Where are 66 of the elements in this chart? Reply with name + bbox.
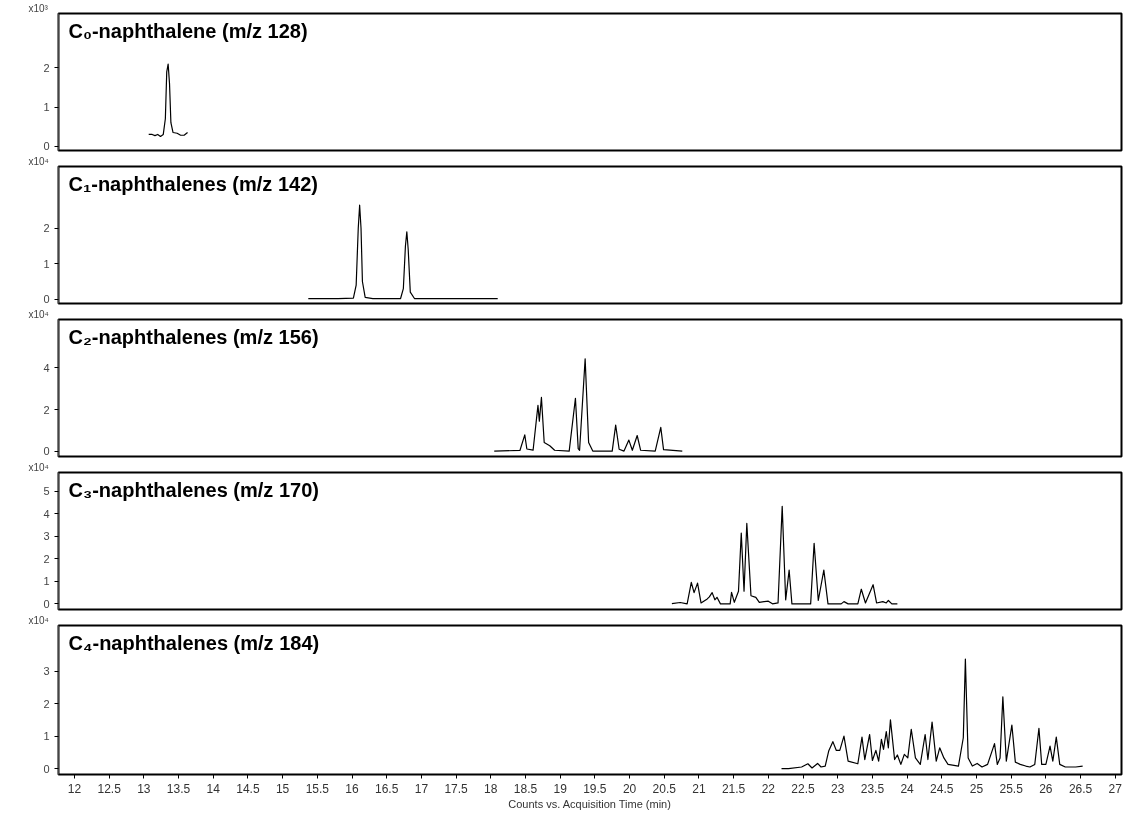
x-tick-label: 16 bbox=[345, 781, 359, 796]
y-tick-label: 0 bbox=[43, 597, 50, 610]
x-tick-label: 13.5 bbox=[166, 781, 191, 796]
y-tick-label: 4 bbox=[43, 361, 50, 374]
x-tick-label: 20 bbox=[622, 781, 637, 796]
y-tick-label: 2 bbox=[43, 697, 50, 710]
x-tick-label: 17 bbox=[414, 781, 429, 796]
x-tick-label: 18.5 bbox=[513, 781, 538, 796]
x-tick-label: 26.5 bbox=[1068, 781, 1093, 796]
x-tick-label: 18 bbox=[484, 781, 498, 796]
x-tick-label: 15 bbox=[275, 781, 290, 796]
y-axis-title: x10⁴ bbox=[28, 308, 49, 320]
x-tick-label: 25 bbox=[969, 781, 984, 796]
x-tick-label: 19.5 bbox=[583, 781, 607, 796]
y-tick-label: 3 bbox=[43, 530, 50, 543]
y-tick-label: 1 bbox=[43, 575, 50, 588]
y-axis-title: x10³ bbox=[28, 2, 49, 14]
x-tick-label: 16.5 bbox=[375, 781, 399, 796]
x-axis-title: Counts vs. Acquisition Time (min) bbox=[508, 797, 671, 810]
y-tick-label: 0 bbox=[43, 293, 50, 306]
y-tick-label: 1 bbox=[43, 101, 50, 114]
x-tick-label: 24.5 bbox=[930, 781, 954, 796]
y-tick-label: 0 bbox=[43, 762, 50, 775]
y-axis-title: x10⁴ bbox=[28, 461, 49, 473]
x-tick-label: 24 bbox=[900, 781, 915, 796]
chart-title: C₄-naphthalenes (m/z 184) bbox=[68, 631, 320, 654]
x-tick-label: 23 bbox=[831, 781, 845, 796]
y-tick-label: 0 bbox=[43, 140, 50, 153]
line-series bbox=[493, 358, 683, 452]
x-tick-label: 21.5 bbox=[721, 781, 746, 796]
x-tick-label: 21 bbox=[692, 781, 706, 796]
chart-title: C₃-naphthalenes (m/z 170) bbox=[68, 478, 319, 501]
x-tick-label: 12.5 bbox=[97, 781, 122, 796]
x-tick-label: 23.5 bbox=[860, 781, 885, 796]
x-tick-label: 12 bbox=[67, 781, 82, 796]
x-tick-label: 22 bbox=[761, 781, 776, 796]
x-tick-label: 19 bbox=[553, 781, 568, 796]
x-tick-label: 26 bbox=[1039, 781, 1053, 796]
chart-title: C₂-naphthalenes (m/z 156) bbox=[68, 325, 319, 348]
y-tick-label: 2 bbox=[43, 552, 50, 565]
y-tick-label: 5 bbox=[43, 485, 50, 498]
line-series bbox=[671, 505, 898, 605]
y-axis-title: x10⁴ bbox=[28, 155, 49, 167]
x-tick-label: 13 bbox=[137, 781, 151, 796]
y-tick-label: 1 bbox=[43, 257, 50, 270]
y-tick-label: 2 bbox=[43, 61, 50, 74]
y-tick-label: 0 bbox=[43, 445, 50, 458]
x-tick-label: 25.5 bbox=[999, 781, 1024, 796]
y-tick-label: 2 bbox=[43, 222, 50, 235]
y-tick-label: 3 bbox=[43, 665, 50, 678]
y-tick-label: 4 bbox=[43, 507, 50, 520]
chart-title: C₀-naphthalene (m/z 128) bbox=[68, 19, 308, 42]
line-series bbox=[780, 658, 1084, 770]
y-tick-label: 1 bbox=[43, 730, 50, 743]
x-tick-label: 22.5 bbox=[791, 781, 816, 796]
x-tick-label: 17.5 bbox=[444, 781, 469, 796]
chart-title: C₁-naphthalenes (m/z 142) bbox=[68, 172, 318, 195]
x-tick-label: 14 bbox=[206, 781, 221, 796]
line-series bbox=[307, 204, 499, 300]
line-series bbox=[148, 63, 189, 138]
x-tick-label: 20.5 bbox=[652, 781, 677, 796]
y-tick-label: 2 bbox=[43, 403, 50, 416]
x-tick-label: 27 bbox=[1108, 781, 1123, 796]
y-axis-title: x10⁴ bbox=[28, 614, 49, 626]
x-tick-label: 14.5 bbox=[236, 781, 260, 796]
x-tick-label: 15.5 bbox=[305, 781, 330, 796]
